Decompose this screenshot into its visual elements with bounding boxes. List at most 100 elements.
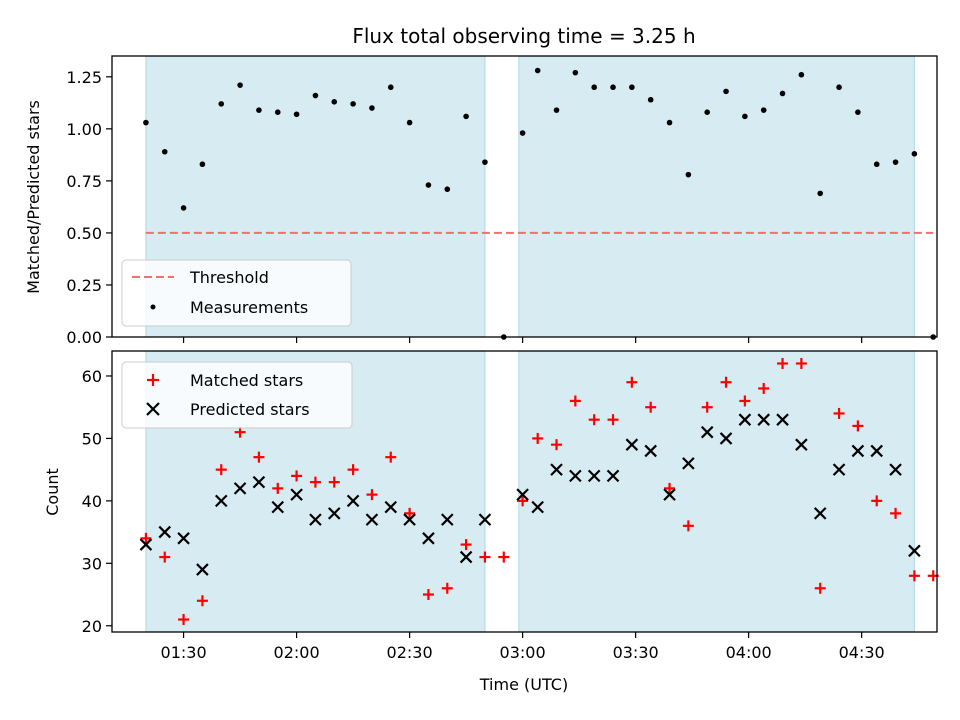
x-tick-label: 02:30	[387, 643, 433, 662]
predicted-star-point	[851, 444, 865, 458]
y-tick-label: 60	[82, 367, 102, 386]
measurement-point	[444, 186, 451, 193]
predicted-star-point	[158, 525, 172, 539]
measurement-point	[892, 159, 899, 165]
predicted-star-point	[459, 550, 473, 564]
measurement-point	[237, 82, 243, 88]
measurement-point	[534, 67, 541, 74]
y-tick-label: 1.25	[66, 68, 102, 87]
predicted-star-point	[889, 463, 902, 476]
y-tick-label: 0.25	[66, 276, 102, 295]
matched-star-point	[588, 414, 600, 426]
matched-star-point	[215, 464, 227, 476]
measurement-point	[331, 98, 338, 105]
matched-star-point	[460, 539, 472, 551]
predicted-star-point	[440, 513, 454, 526]
observing-interval-2	[518, 350, 915, 633]
measurement-point	[293, 111, 300, 118]
count-y-ticks: 20 30 40 50 60	[82, 367, 112, 636]
measurement-point	[911, 151, 918, 157]
matched-star-point	[178, 614, 190, 626]
ratio-x-ticks	[182, 337, 863, 343]
measurement-point	[369, 105, 375, 111]
y-tick-label: 0.75	[66, 172, 102, 191]
x-tick-label: 04:30	[839, 643, 885, 662]
matched-star-point	[140, 532, 152, 544]
measurement-point	[779, 90, 786, 97]
predicted-star-point	[550, 463, 563, 476]
measurement-points	[143, 67, 937, 340]
predicted-star-point	[365, 513, 379, 526]
matched-legend-swatch	[147, 374, 159, 386]
matched-star-point	[551, 439, 563, 451]
predicted-star-point	[663, 488, 676, 501]
threshold-legend-label: Threshold	[189, 268, 269, 287]
ratio-legend: Threshold Measurements	[121, 259, 352, 327]
predicted-star-point	[625, 438, 639, 451]
chart-title: Flux total observing time = 3.25 h	[352, 24, 695, 48]
measurement-point	[387, 84, 394, 91]
matched-star-point	[441, 582, 453, 594]
predicted-star-point	[795, 438, 808, 451]
count-legend: Matched stars Predicted stars	[121, 361, 353, 429]
predicted-star-point	[776, 413, 789, 426]
measurement-point	[199, 161, 206, 168]
predicted-star-point	[327, 507, 341, 520]
measurement-point	[572, 69, 579, 76]
measurement-point	[519, 130, 526, 136]
matched-star-point	[720, 376, 732, 388]
measurement-point	[553, 107, 560, 113]
measurement-point	[742, 113, 748, 120]
predicted-star-point	[346, 494, 360, 508]
measurement-point	[312, 92, 319, 99]
count-x-ticks: 01:30 02:00 02:30 03:00 03:30 04:00 04:30	[161, 632, 885, 662]
ratio-panel: 0.00 0.25 0.50 0.75 1.00 1.25 Matched/Predict…	[24, 55, 938, 347]
measurements-legend-label: Measurements	[190, 298, 308, 317]
x-tick-label: 01:30	[161, 643, 207, 662]
predicted-star-point	[271, 500, 285, 514]
matched-star-point	[479, 551, 491, 563]
ratio-y-axis-label: Matched/Predicted stars	[24, 100, 43, 294]
measurement-point	[180, 205, 187, 211]
predicted-star-point	[403, 513, 416, 526]
matched-star-point	[234, 426, 246, 438]
matched-star-point	[385, 451, 397, 463]
matched-star-point	[291, 470, 303, 482]
y-tick-label: 50	[82, 429, 102, 448]
predicted-star-points	[139, 413, 921, 576]
ratio-legend-box	[121, 259, 352, 327]
predicted-star-point	[516, 488, 529, 501]
matched-star-point	[626, 376, 638, 388]
predicted-star-point	[569, 469, 582, 483]
matched-star-point	[777, 357, 789, 369]
matched-star-point	[701, 401, 713, 413]
measurement-point	[218, 101, 225, 107]
ratio-panel-frame	[111, 55, 938, 338]
predicted-star-point	[587, 469, 601, 483]
predicted-star-point	[644, 444, 657, 458]
matched-star-point	[871, 495, 883, 507]
matched-star-points	[140, 357, 939, 626]
predicted-star-point	[682, 457, 695, 470]
matched-star-point	[309, 476, 321, 488]
predicted-star-point	[252, 475, 266, 489]
measurement-point	[836, 84, 842, 91]
matched-star-point	[422, 589, 434, 601]
matched-star-point	[890, 507, 902, 519]
measurement-point	[723, 88, 729, 95]
predicted-legend-label: Predicted stars	[190, 400, 310, 419]
matched-star-point	[404, 507, 416, 519]
matched-star-point	[196, 595, 208, 607]
x-axis-label: Time (UTC)	[479, 675, 568, 694]
matched-star-point	[739, 395, 751, 407]
predicted-legend-swatch	[146, 402, 160, 416]
count-legend-box	[121, 361, 353, 429]
y-tick-label: 20	[82, 617, 102, 636]
predicted-star-point	[384, 500, 398, 514]
predicted-star-point	[832, 463, 846, 476]
matched-star-point	[366, 489, 378, 501]
matched-star-point	[253, 451, 265, 463]
matched-star-point	[328, 476, 340, 488]
ratio-y-ticks: 0.00 0.25 0.50 0.75 1.00 1.25	[66, 68, 112, 347]
